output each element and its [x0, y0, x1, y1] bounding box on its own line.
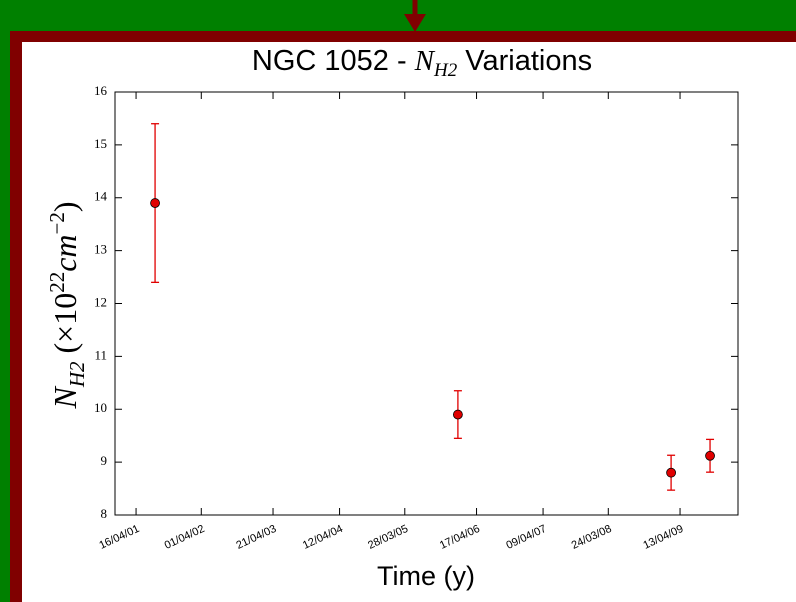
y-tick-label: 10: [94, 400, 107, 415]
title-math: N: [414, 45, 436, 77]
data-point: [150, 198, 160, 208]
ylabel-part: 22: [45, 272, 69, 293]
ylabel-part: N: [47, 386, 83, 410]
arrow-head: [404, 14, 426, 32]
top-bar: [0, 0, 796, 33]
y-tick-label: 16: [94, 83, 108, 98]
ylabel-part: H2: [65, 361, 89, 388]
title-text: Variations: [457, 45, 592, 77]
title-sub: H2: [433, 60, 458, 81]
y-tick-label: 11: [94, 347, 107, 362]
data-point: [666, 467, 676, 478]
y-axis-label: NH2 (×1022cm−2): [45, 201, 89, 409]
y-tick-label: 15: [94, 136, 107, 151]
content: [22, 42, 796, 602]
y-tick-label: 13: [94, 242, 107, 257]
data-point: [453, 409, 463, 420]
ylabel-part: −2: [45, 212, 69, 234]
y-tick-label: 9: [101, 453, 108, 468]
y-tick-label: 14: [94, 189, 108, 204]
ylabel-part: cm: [47, 234, 83, 271]
data-point: [705, 450, 715, 461]
title-text: NGC 1052 -: [252, 45, 415, 77]
x-axis-label: Time (y): [377, 561, 475, 591]
y-tick-label: 8: [101, 506, 108, 521]
y-tick-label: 12: [94, 294, 107, 309]
ylabel-part: ): [47, 201, 83, 212]
ylabel-part: (×10: [47, 293, 83, 362]
chart-title: NGC 1052 - NH2 Variations: [252, 45, 592, 81]
